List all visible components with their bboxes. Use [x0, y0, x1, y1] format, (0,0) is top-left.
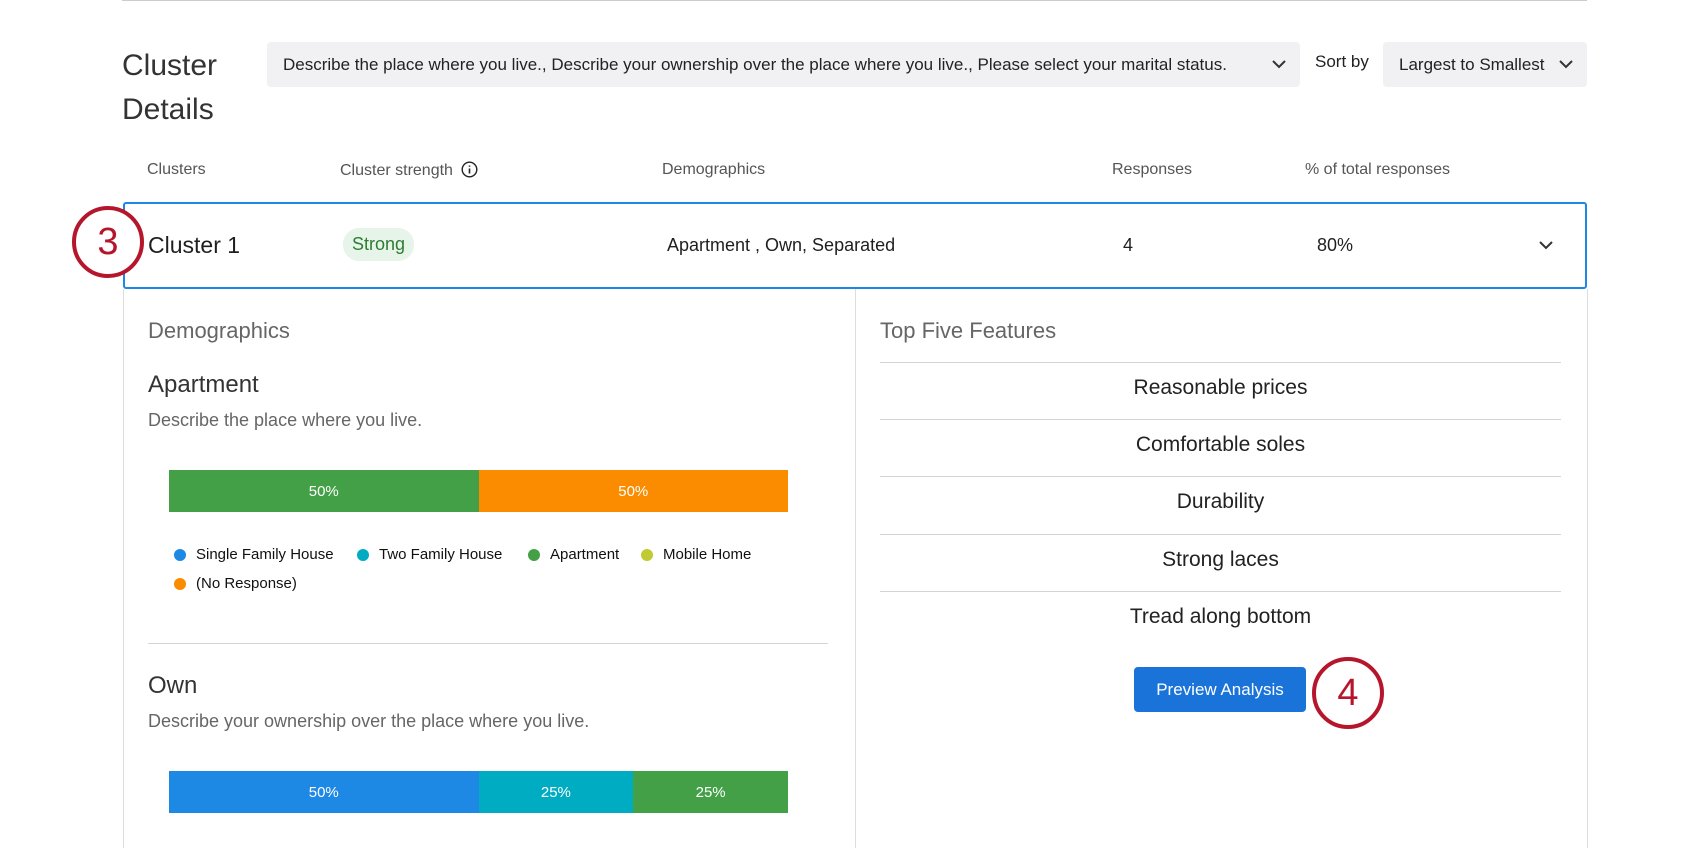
legend-dot: [174, 548, 186, 561]
column-header: Clusters: [147, 161, 206, 178]
panel-border: [1587, 289, 1588, 848]
legend-item: Apartment: [528, 546, 619, 563]
questions-dropdown[interactable]: Describe the place where you live., Desc…: [267, 42, 1300, 87]
block-question: Describe your ownership over the place w…: [148, 711, 590, 731]
segment-label: 50%: [308, 783, 339, 801]
bar-segment: 50%: [169, 470, 479, 512]
legend-item: (No Response): [174, 575, 297, 592]
preview-button[interactable]: Preview Analysis: [1134, 667, 1306, 712]
legend-label: (No Response): [196, 575, 297, 592]
chevron: [1559, 59, 1573, 68]
expand-chevron[interactable]: [1539, 241, 1553, 250]
column-header: Responses: [1112, 161, 1193, 178]
dropdown-text: Largest to Smallest: [1399, 54, 1545, 74]
legend-item: Mobile Home: [641, 546, 751, 563]
top-rule: [122, 0, 1587, 1]
legend-dot: [357, 548, 369, 561]
strength-badge: Strong: [343, 228, 415, 261]
legend-label: Mobile Home: [663, 546, 752, 563]
info-icon[interactable]: [461, 161, 478, 178]
cluster-responses: 4: [1123, 235, 1134, 255]
block-question: Describe the place where you live.: [148, 410, 423, 430]
panel-divider: [855, 289, 856, 848]
block-title: Apartment: [148, 371, 259, 398]
sort-dropdown[interactable]: Largest to Smallest: [1383, 42, 1587, 87]
feature-rule: [880, 362, 1561, 363]
bar-segment: 25%: [478, 771, 634, 813]
page-title: Cluster Details: [122, 49, 218, 126]
feature-item: Reasonable prices: [1133, 376, 1308, 399]
column-header-text: Cluster strength: [340, 162, 453, 179]
cluster-name: Cluster 1: [148, 232, 241, 258]
column-header: Demographics: [662, 161, 766, 178]
feature-rule: [880, 590, 1561, 592]
legend-item: Two Family House: [357, 546, 502, 563]
segment-label: 50%: [308, 482, 339, 500]
stacked-bar: 50% 25% 25%: [169, 771, 788, 813]
panel-border: [123, 289, 124, 848]
bar-segment: 50%: [478, 470, 788, 512]
feature-item: Strong laces: [1162, 547, 1279, 571]
feature-rule: [880, 533, 1561, 535]
legend-dot: [528, 548, 540, 561]
legend-label: Apartment: [550, 546, 620, 563]
feature-item: Tread along bottom: [1129, 604, 1312, 628]
legend-dot: [641, 548, 653, 561]
feature-item: Comfortable soles: [1135, 433, 1306, 457]
annotation-marker: 3: [72, 206, 144, 278]
feature-item: Durability: [1176, 490, 1265, 514]
dropdown-text: Describe the place where you live., Desc…: [283, 54, 1227, 74]
bar-segment: 50%: [169, 771, 479, 813]
segment-label: 50%: [618, 482, 649, 500]
legend-dot: [174, 577, 186, 590]
section-title: Demographics: [148, 318, 290, 343]
chevron: [1272, 59, 1286, 68]
block-title: Own: [148, 672, 198, 699]
feature-rule: [880, 476, 1561, 478]
cluster-demographics: Apartment , Own, Separated: [667, 235, 896, 255]
column-header: % of total responses: [1305, 161, 1450, 178]
feature-rule: [880, 419, 1561, 421]
legend-label: Single Family House: [196, 546, 334, 563]
sort-label: Sort by: [1315, 52, 1369, 71]
column-header: Cluster strength: [340, 161, 478, 180]
legend-label: Two Family House: [379, 546, 503, 563]
stacked-bar: 50% 50%: [169, 470, 788, 512]
cluster-percent: 80%: [1317, 235, 1354, 255]
block-separator: [148, 643, 828, 644]
bar-segment: 25%: [633, 771, 788, 813]
section-title: Top Five Features: [880, 318, 1057, 343]
annotation-marker: 4: [1312, 657, 1384, 729]
segment-label: 25%: [540, 783, 571, 801]
legend-item: Single Family House: [174, 546, 334, 563]
segment-label: 25%: [695, 783, 726, 801]
